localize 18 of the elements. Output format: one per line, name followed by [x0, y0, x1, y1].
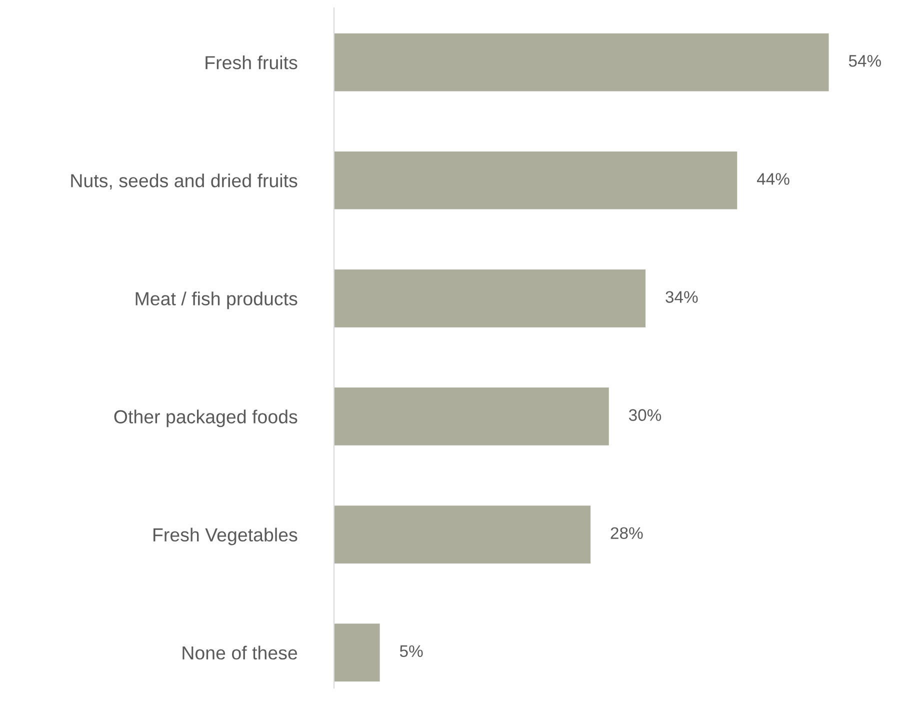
data-label: 34%: [666, 291, 698, 303]
bar: [334, 506, 591, 564]
y-tick-label: Nuts, seeds and dried fruits: [71, 174, 298, 190]
bar: [334, 388, 609, 446]
data-label: 30%: [628, 409, 662, 421]
bar: [334, 624, 380, 682]
bar: [334, 33, 829, 92]
data-label: 44%: [756, 173, 790, 185]
bar: [334, 151, 738, 210]
y-tick-label: Other packaged foods: [114, 410, 298, 428]
y-tick-label: Fresh Vegetables: [154, 528, 298, 546]
bar: [334, 269, 646, 328]
y-tick-label: None of these: [182, 646, 298, 660]
data-label: 54%: [848, 55, 881, 67]
y-tick-label: Fresh fruits: [206, 56, 298, 70]
data-label: 5%: [400, 645, 423, 658]
data-label: 28%: [610, 527, 643, 539]
y-tick-label: Meat / fish products: [136, 292, 298, 310]
